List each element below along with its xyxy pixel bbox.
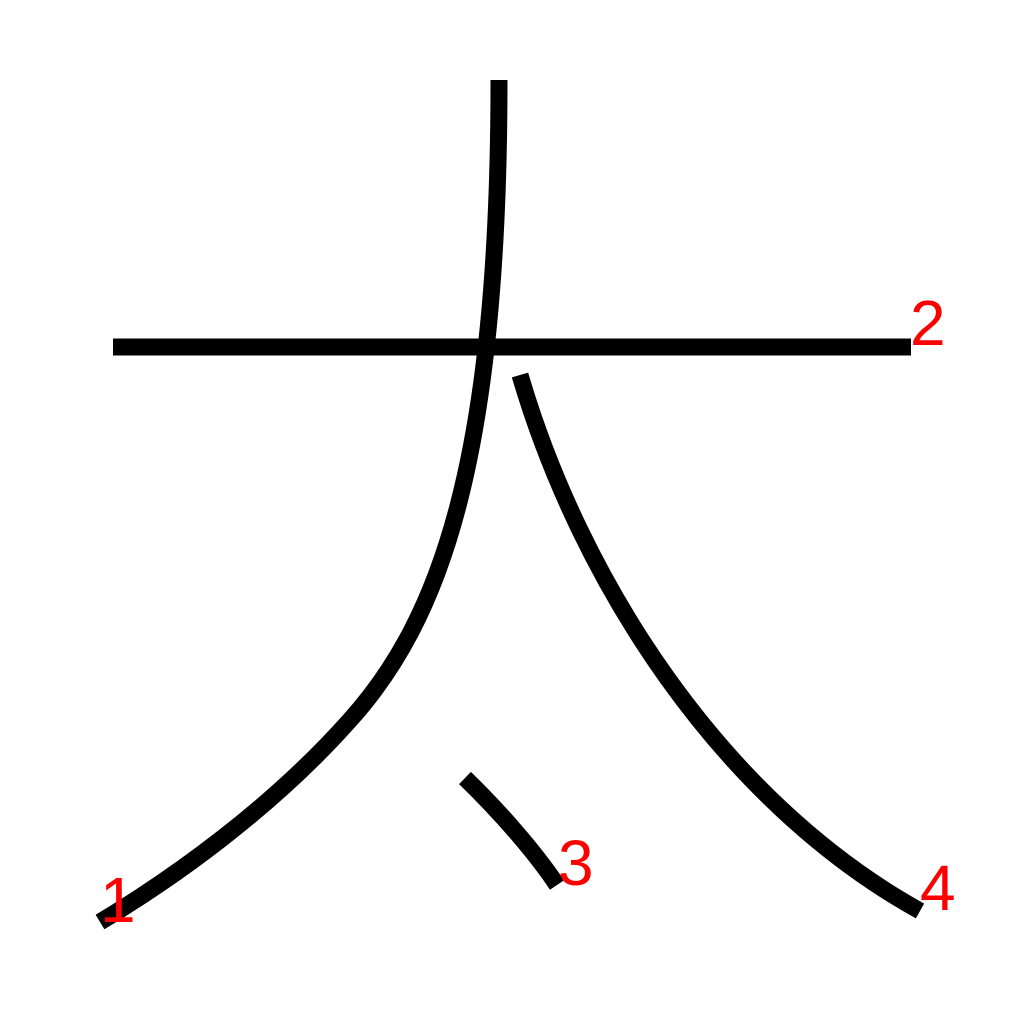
stroke-3: [459, 771, 565, 890]
stroke-number: 1: [100, 864, 136, 936]
stroke-number: 2: [910, 287, 946, 359]
stroke-1: [95, 79, 508, 930]
stroke-number: 3: [558, 827, 594, 899]
stroke-4: [511, 372, 925, 919]
stroke-number: 4: [920, 852, 956, 924]
